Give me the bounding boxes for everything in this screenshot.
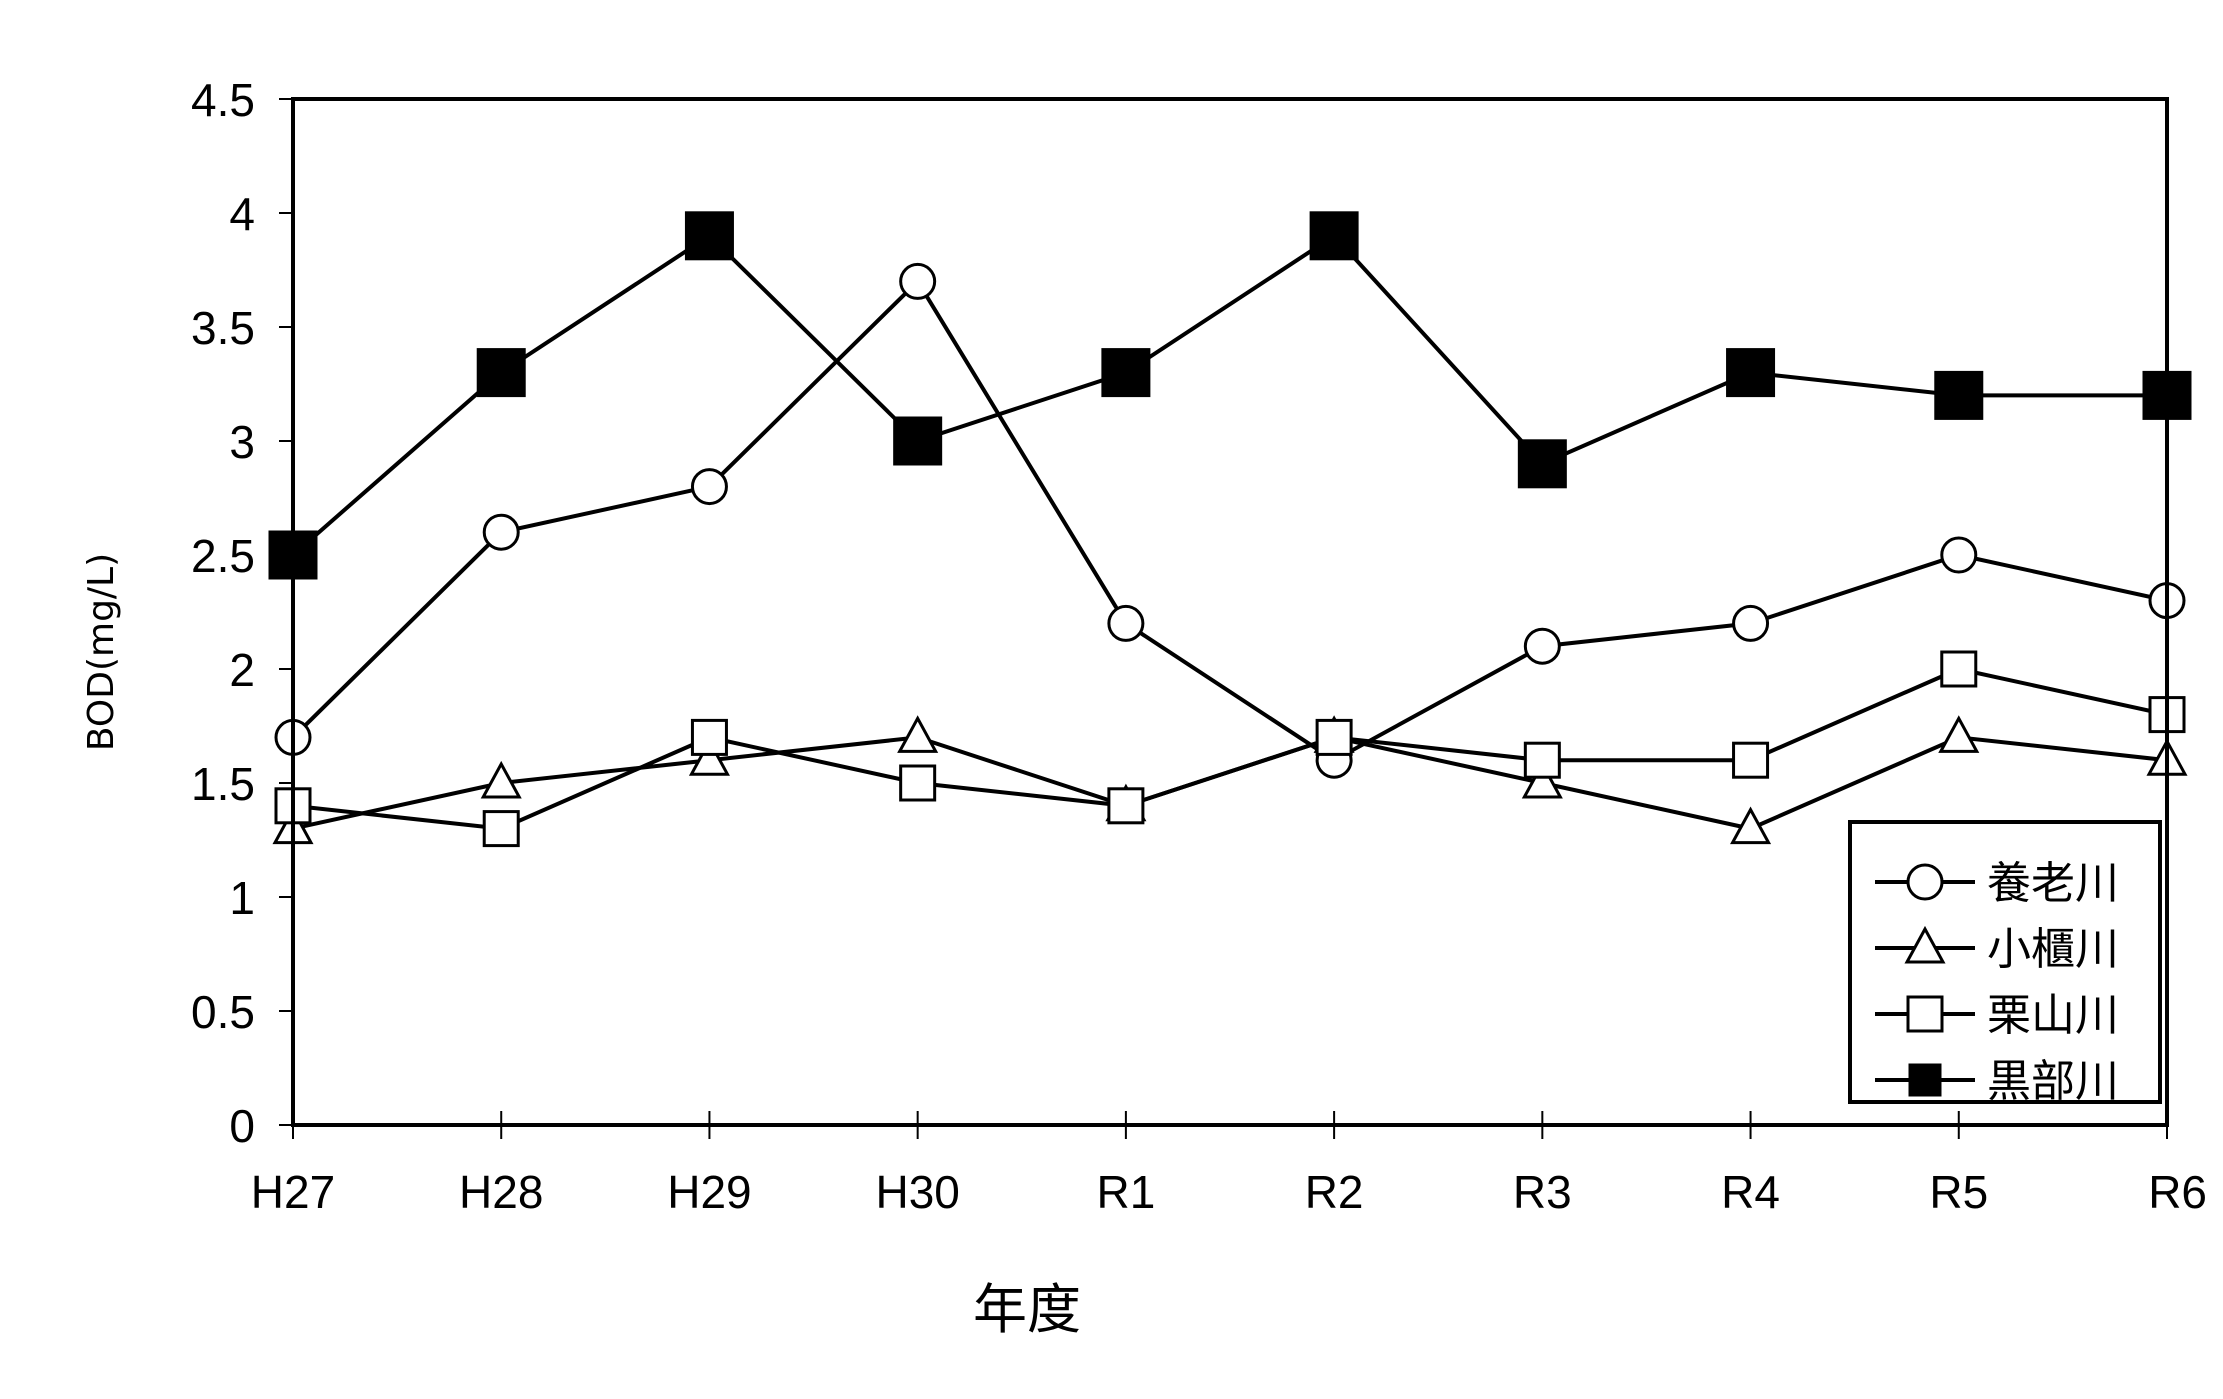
legend-item: 小櫃川 xyxy=(1875,924,2119,975)
data-point xyxy=(1101,348,1151,398)
data-point xyxy=(690,468,728,506)
data-point xyxy=(1521,760,1563,799)
x-tick-label: H27 xyxy=(251,1166,335,1218)
data-point xyxy=(1938,715,1980,753)
x-axis-ticks: H27 H28 H29 H30 R1 R2 R3 R4 R5 R6 xyxy=(251,1111,2207,1218)
data-point xyxy=(1730,806,1772,845)
y-tick-label: 0 xyxy=(229,1100,255,1152)
data-point xyxy=(899,262,937,300)
y-tick-label: 3.5 xyxy=(191,302,255,354)
data-point xyxy=(1107,604,1145,642)
legend-label: 小櫃川 xyxy=(1987,924,2119,975)
data-point xyxy=(684,211,734,261)
data-point xyxy=(482,513,520,551)
x-tick-label: H29 xyxy=(667,1166,751,1218)
x-tick-label: R4 xyxy=(1721,1166,1780,1218)
legend-label: 養老川 xyxy=(1987,858,2119,909)
data-point xyxy=(1940,536,1978,574)
x-tick-label: H28 xyxy=(459,1166,543,1218)
y-tick-label: 3 xyxy=(229,416,255,468)
legend-item: 栗山川 xyxy=(1875,990,2119,1041)
data-point xyxy=(893,416,943,466)
data-point xyxy=(690,718,728,756)
data-point xyxy=(1517,439,1567,489)
legend-label: 栗山川 xyxy=(1987,990,2119,1041)
series-3 xyxy=(274,650,2186,848)
data-point xyxy=(1523,627,1561,665)
legend-item: 養老川 xyxy=(1875,858,2119,909)
y-axis-ticks: 0 0.5 1 1.5 2 2.5 3 3.5 4 4.5 xyxy=(191,74,293,1152)
data-point xyxy=(897,715,939,753)
x-axis-title: 年度 xyxy=(973,1278,1081,1341)
x-tick-label: R3 xyxy=(1513,1166,1572,1218)
y-tick-label: 0.5 xyxy=(191,986,255,1038)
legend-marker xyxy=(1908,1063,1942,1097)
x-tick-label: R6 xyxy=(2148,1166,2207,1218)
series-line xyxy=(292,735,2168,831)
series-layer xyxy=(268,211,2192,848)
data-point xyxy=(1732,741,1770,779)
data-point xyxy=(1315,718,1353,756)
series-line xyxy=(292,666,2168,831)
x-tick-label: R2 xyxy=(1305,1166,1364,1218)
data-point xyxy=(1940,650,1978,688)
x-tick-label: R5 xyxy=(1929,1166,1988,1218)
series-4 xyxy=(268,211,2192,580)
y-tick-label: 2.5 xyxy=(191,530,255,582)
x-tick-label: R1 xyxy=(1096,1166,1155,1218)
data-point xyxy=(1726,348,1776,398)
data-point xyxy=(688,738,730,776)
y-tick-label: 2 xyxy=(229,644,255,696)
series-1 xyxy=(274,262,2186,779)
legend-item: 黒部川 xyxy=(1875,1056,2119,1107)
data-point xyxy=(476,348,526,398)
legend-box xyxy=(1848,820,2162,1104)
legend-marker xyxy=(1906,863,1944,901)
data-point xyxy=(480,760,522,799)
y-tick-label: 1 xyxy=(229,872,255,924)
data-point xyxy=(1934,370,1984,420)
legend-marker xyxy=(1904,925,1946,964)
data-point xyxy=(1107,787,1145,825)
series-line xyxy=(291,278,2168,763)
y-axis-title: BOD(mg/L) xyxy=(81,553,122,751)
plot-area-frame xyxy=(291,97,2169,1127)
y-tick-label: 4.5 xyxy=(191,74,255,126)
legend-marker xyxy=(1906,995,1944,1033)
y-tick-label: 4 xyxy=(229,188,255,240)
series-line xyxy=(291,233,2167,557)
legend-label: 黒部川 xyxy=(1987,1056,2119,1107)
data-point xyxy=(482,810,520,848)
data-point xyxy=(1309,211,1359,261)
data-point xyxy=(1523,741,1561,779)
y-tick-label: 1.5 xyxy=(191,758,255,810)
x-tick-label: H30 xyxy=(875,1166,959,1218)
data-point xyxy=(1732,604,1770,642)
data-point xyxy=(899,764,937,802)
